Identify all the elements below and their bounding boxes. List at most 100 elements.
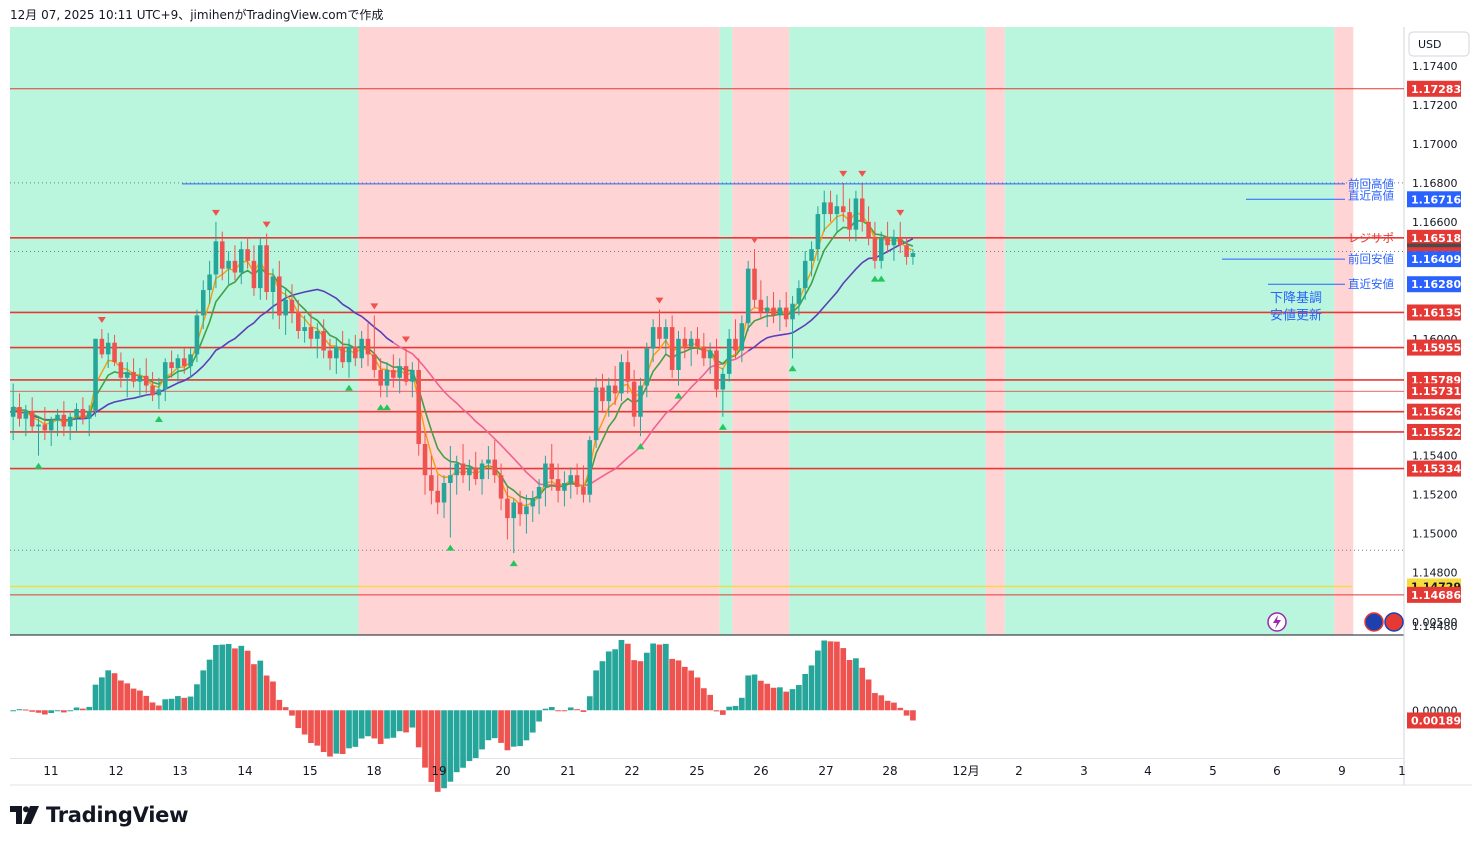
time-tick: 18 [366,764,381,778]
histogram-bar [650,643,656,711]
time-tick: 4 [1144,764,1152,778]
swing-low-marker [376,404,385,411]
candle [150,371,155,402]
candle [802,251,808,300]
candle [562,471,567,507]
candle-body [80,408,86,419]
candle-body [505,498,510,519]
candle [422,432,428,495]
candle-body [422,444,428,476]
time-tick: 19 [431,764,446,778]
histogram-bar [295,710,302,729]
candle-body [739,323,745,351]
histogram-bar [548,707,555,711]
candle [467,459,472,491]
histogram-bar [872,693,878,711]
histogram-bar [789,689,796,711]
price-level-label-bg [1407,586,1461,603]
swing-low-marker [870,275,879,282]
histogram-bar [447,710,454,782]
swing-low-marker [154,415,163,422]
swing-low-marker [446,544,455,551]
candle [758,280,764,320]
histogram-bar [61,710,67,713]
histogram-bar [434,710,441,792]
candle [131,358,136,388]
candle [55,408,60,437]
histogram-bar [181,697,188,711]
candle [372,315,377,378]
candle-body [10,407,16,417]
candle-body [764,307,770,312]
histogram-bar [618,640,625,711]
histogram-bar [143,695,150,711]
histogram-bar [124,683,131,711]
time-tick: 25 [689,764,704,778]
histogram-bar [846,660,853,711]
candle-body [435,490,440,503]
candle-body [410,369,415,382]
candle [606,377,612,417]
candle-body [429,475,434,491]
histogram-bar [41,710,48,715]
histogram-bar [466,710,473,761]
candle [321,319,326,359]
histogram-bar [643,652,650,711]
candle [593,377,599,448]
candle-body [327,350,333,359]
histogram-bar [669,658,676,711]
candle-body [238,249,244,273]
swing-high-marker [858,170,867,177]
candle [828,190,833,222]
annotation-label: 前回高値 [1348,177,1394,191]
candle-body [340,346,345,363]
candle [853,190,859,242]
swing-high-marker [262,221,271,228]
histogram-bar [377,710,384,744]
candle [378,358,383,398]
swing-low-marker [383,404,392,411]
histogram-bar [149,702,156,711]
candle [638,377,643,437]
oscillator-tick: 0.00500 [1412,616,1458,629]
candle-body [650,327,656,349]
currency-label: USD [1418,38,1442,51]
histogram-bar [270,681,276,711]
candle [612,366,618,406]
histogram-bar [605,651,612,711]
candle-body [524,506,529,515]
candle [657,309,662,347]
candle-body [105,342,111,355]
time-tick: 9 [1338,764,1346,778]
price-level-label-text: 1.16280 [1411,278,1461,291]
candle-body [669,327,675,370]
candle [17,393,22,427]
candle-body [131,371,136,382]
candle-body [663,327,669,339]
candle-body [619,362,624,394]
histogram-bar [859,667,866,711]
candle-body [378,369,383,386]
time-axis: 11 12 13 14 15 18 19 20 21 22 25 26 27 28 12月 2 3 4 5 6 9 1 [43,764,1405,778]
histogram-bar [460,710,466,768]
candle [245,237,250,269]
candle-body [194,315,200,355]
candle [644,342,650,398]
tradingview-logo[interactable]: TradingView [10,803,188,827]
histogram-bar [542,708,549,711]
candle [99,329,105,359]
histogram-bar [187,696,194,711]
candle-body [175,358,181,369]
candle [143,358,149,394]
histogram-bar [840,648,847,711]
candle [847,198,852,242]
candle-body [511,502,517,519]
histogram-bar [80,708,86,711]
histogram-bar [453,710,460,773]
histogram-bar [593,670,599,711]
candle-body [359,338,364,359]
candle [536,479,542,515]
histogram-bar [346,710,352,749]
candle-body [853,198,859,230]
